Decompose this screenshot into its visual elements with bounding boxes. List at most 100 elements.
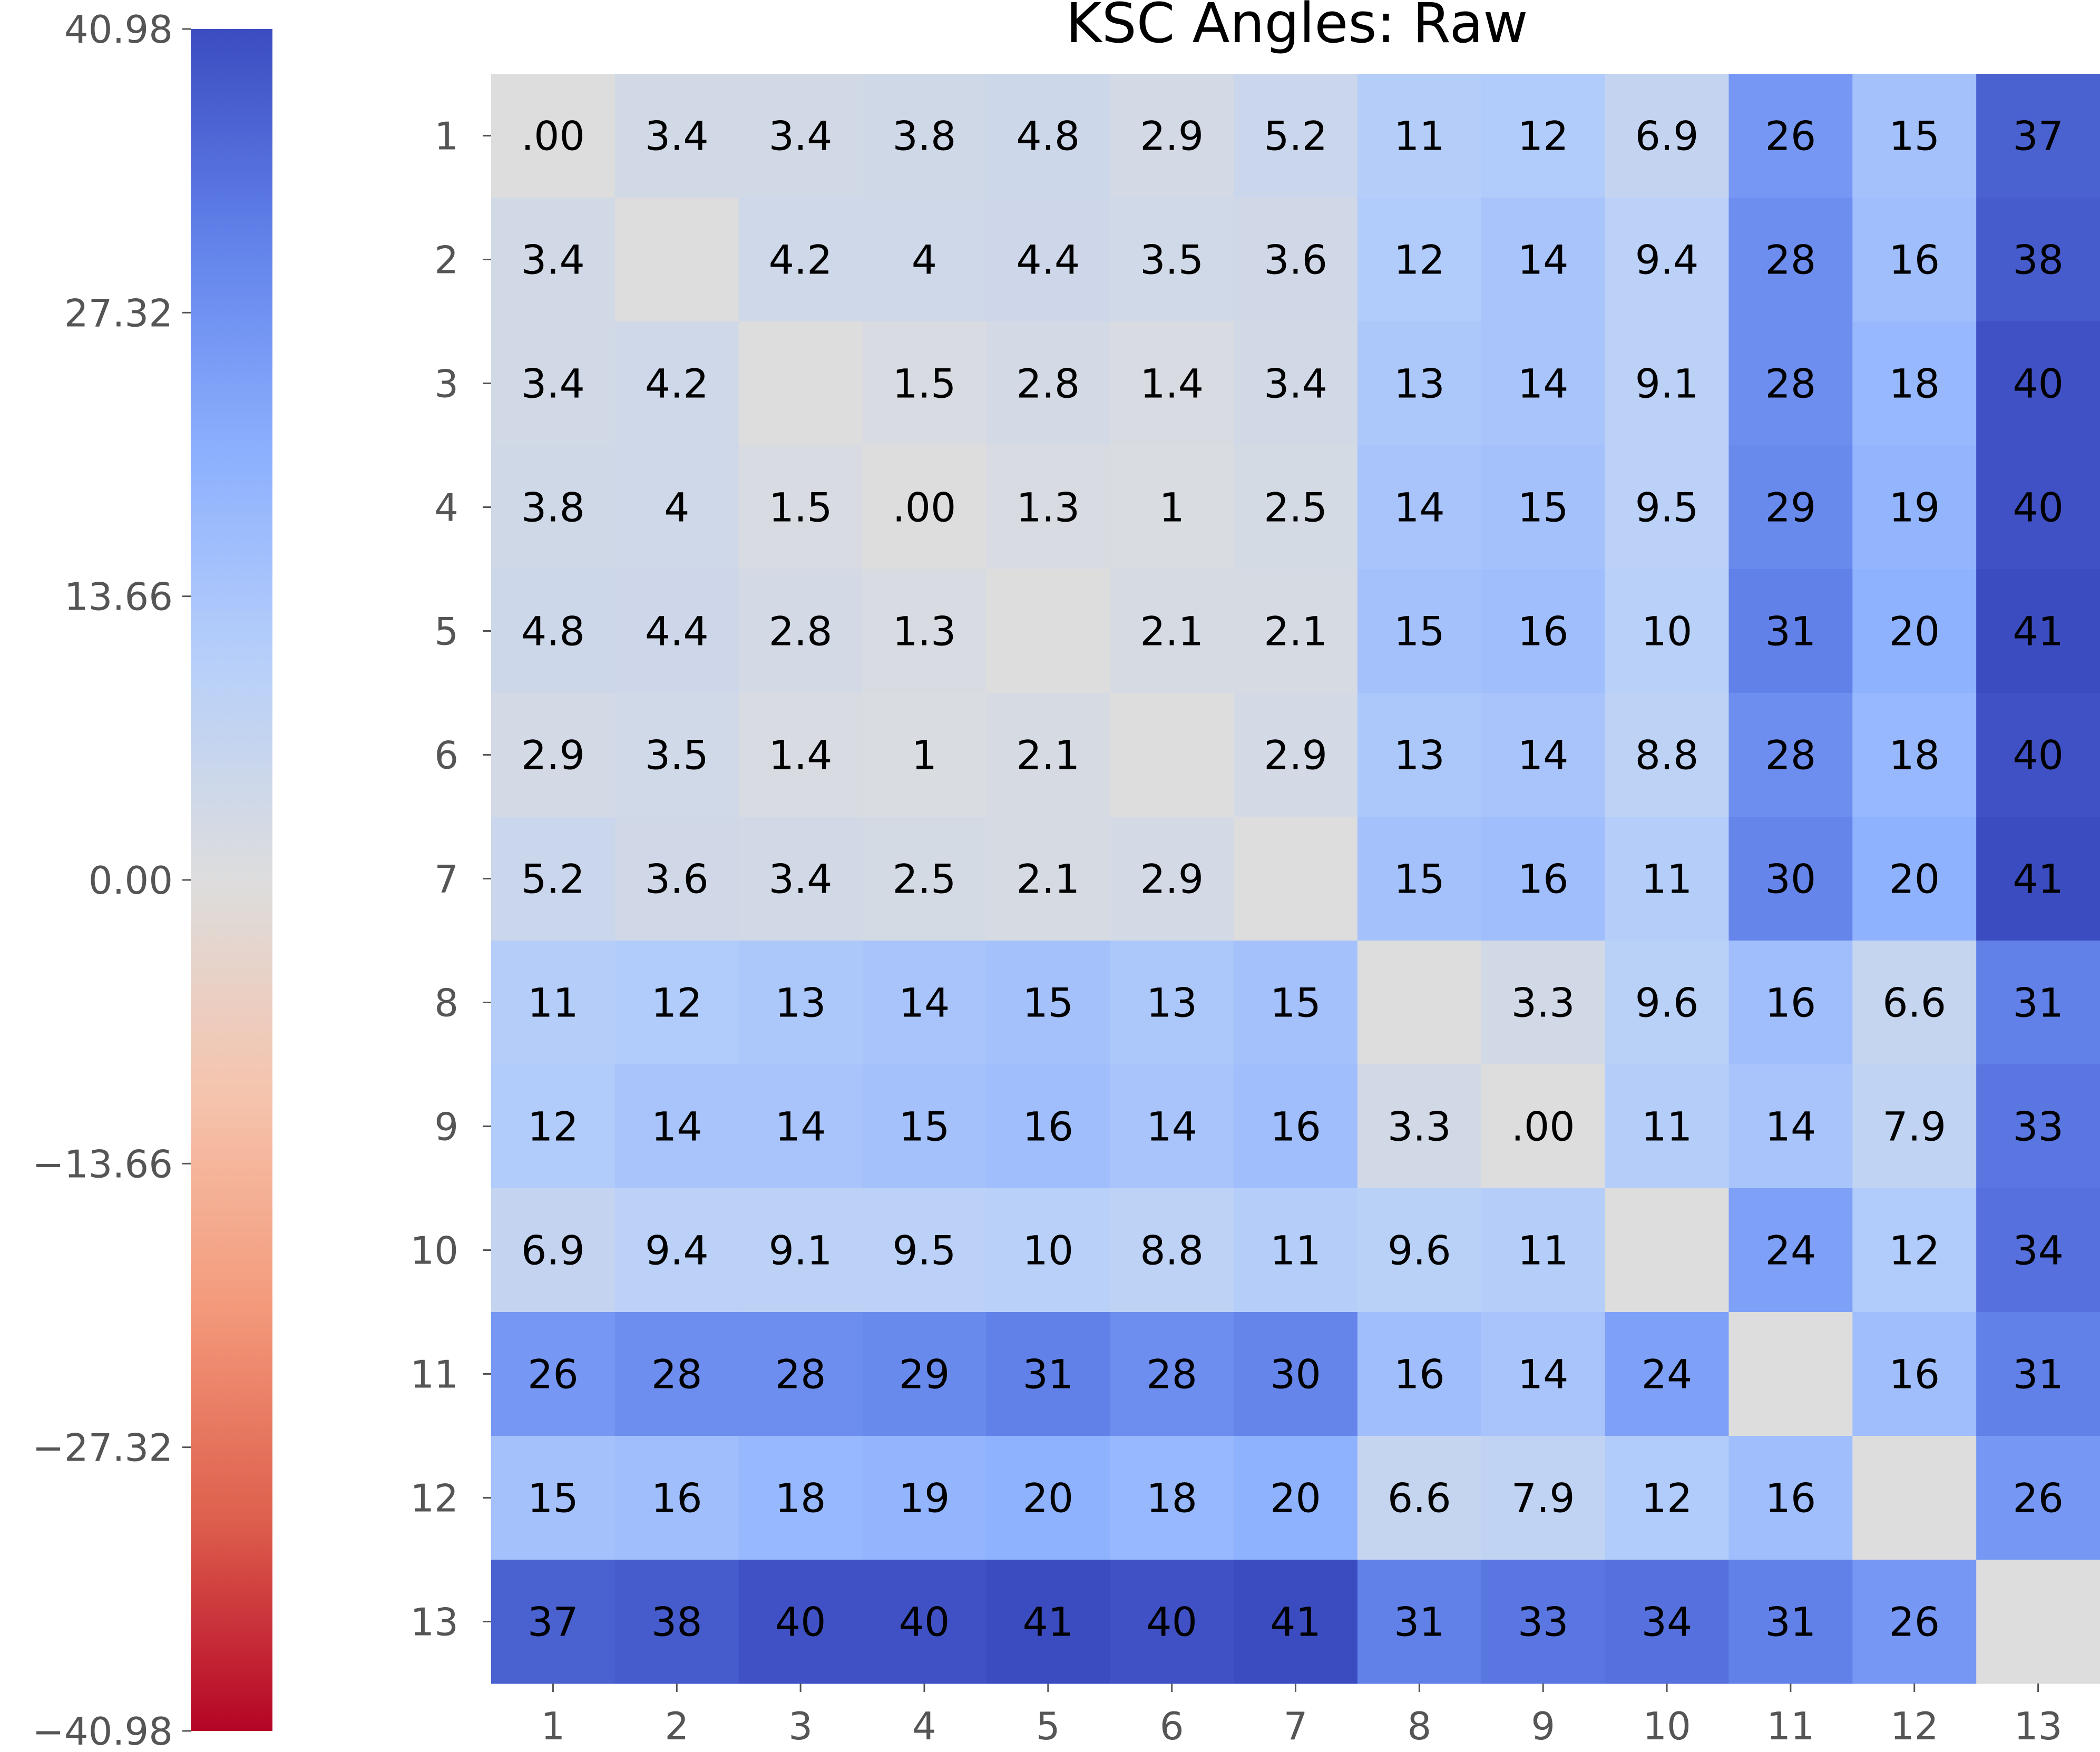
- heatmap-cell: [1605, 569, 1730, 693]
- cell-value-label: 37: [528, 1599, 579, 1646]
- heatmap-cell: [1852, 321, 1977, 446]
- heatmap-cell: [1357, 445, 1482, 570]
- heatmap-cell: [1357, 941, 1482, 1065]
- cell-value-label: 16: [1518, 856, 1569, 903]
- heatmap-cell: [738, 941, 863, 1065]
- heatmap-cell: [1728, 817, 1853, 941]
- cell-value-label: 2.1: [1016, 732, 1080, 779]
- cell-value-label: 1.4: [1140, 360, 1204, 407]
- x-tick-label: 12: [1890, 1704, 1939, 1748]
- heatmap-cell: [491, 941, 616, 1065]
- cell-value-label: 15: [899, 1103, 950, 1150]
- heatmap-cell: [1357, 569, 1482, 693]
- heatmap-cell: [986, 1312, 1110, 1436]
- cell-value-label: 24: [1765, 1227, 1816, 1274]
- heatmap-cell: [1481, 693, 1606, 817]
- cell-value-label: 3.8: [521, 484, 585, 531]
- heatmap-cell: [986, 1436, 1110, 1560]
- heatmap-cell: [1605, 817, 1730, 941]
- heatmap-cell: [738, 1064, 863, 1189]
- x-tick-label: 4: [912, 1704, 936, 1748]
- heatmap-cell: [738, 1188, 863, 1313]
- cell-value-label: 15: [1518, 484, 1569, 531]
- heatmap-cell: [1852, 1560, 1977, 1684]
- cell-value-label: 37: [2013, 113, 2064, 160]
- cell-value-label: 29: [899, 1351, 950, 1398]
- cell-value-label: 15: [1889, 113, 1940, 160]
- heatmap-cell: [986, 74, 1110, 198]
- heatmap-cell: [1481, 74, 1606, 198]
- heatmap-cell: [491, 445, 616, 570]
- cell-value-label: 41: [2013, 856, 2064, 903]
- cell-value-label: 16: [1765, 1475, 1816, 1522]
- cell-value-label: 14: [1146, 1103, 1197, 1150]
- heatmap-cell: [1481, 817, 1606, 941]
- heatmap-cell: [491, 1436, 616, 1560]
- x-tick-label: 9: [1531, 1704, 1555, 1748]
- cell-value-label: 12: [528, 1103, 579, 1150]
- heatmap-cell: [1728, 1436, 1853, 1560]
- heatmap-cell: [1728, 1188, 1853, 1313]
- heatmap-cell: [1605, 321, 1730, 446]
- cell-value-label: 40: [2013, 732, 2064, 779]
- cell-value-label: 30: [1765, 856, 1816, 903]
- cell-value-label: 29: [1765, 484, 1816, 531]
- heatmap-cell: [1976, 941, 2100, 1065]
- x-tick-label: 13: [2014, 1704, 2063, 1748]
- cell-value-label: 38: [651, 1599, 702, 1646]
- cell-value-label: 31: [2013, 1351, 2064, 1398]
- cell-value-label: 28: [775, 1351, 826, 1398]
- cell-value-label: 15: [1022, 980, 1073, 1026]
- cell-value-label: 16: [1022, 1103, 1073, 1150]
- heatmap-cell: [1110, 1188, 1234, 1313]
- heatmap-cell: [1605, 941, 1730, 1065]
- cell-value-label: 9.1: [1635, 360, 1699, 407]
- cell-value-label: 3.6: [1264, 237, 1327, 283]
- cell-value-label: 18: [1889, 360, 1940, 407]
- heatmap-cell: [1728, 941, 1853, 1065]
- heatmap-cell: [1357, 74, 1482, 198]
- heatmap-cell: [986, 693, 1110, 817]
- heatmap-cell: [1110, 1312, 1234, 1436]
- cell-value-label: 19: [1889, 484, 1940, 531]
- cell-value-label: 8.8: [1635, 732, 1699, 779]
- cell-value-label: 18: [775, 1475, 826, 1522]
- heatmap-cell: [1728, 569, 1853, 693]
- cell-value-label: 33: [2013, 1103, 2064, 1150]
- colorbar-tick-label: −40.98: [33, 1709, 173, 1752]
- heatmap-cell: [1976, 569, 2100, 693]
- heatmap-cell: [491, 569, 616, 693]
- heatmap-cell: [1234, 941, 1358, 1065]
- cell-value-label: 14: [899, 980, 950, 1026]
- cell-value-label: 1.4: [769, 732, 833, 779]
- heatmap-cell: [1605, 74, 1730, 198]
- cell-value-label: 2.8: [769, 608, 833, 655]
- y-tick-label: 4: [434, 486, 458, 530]
- x-tick-label: 6: [1160, 1704, 1184, 1748]
- heatmap-cell: [1605, 198, 1730, 322]
- cell-value-label: 12: [1394, 237, 1445, 283]
- x-tick-label: 10: [1643, 1704, 1691, 1748]
- heatmap-cell: [1728, 445, 1853, 570]
- heatmap-cell: [614, 1188, 739, 1313]
- heatmap-cell: [862, 941, 986, 1065]
- cell-value-label: 6.9: [521, 1227, 585, 1274]
- cell-value-label: 14: [1518, 1351, 1569, 1398]
- heatmap-cell: [1234, 569, 1358, 693]
- heatmap-cell: [986, 445, 1110, 570]
- x-tick-label: 7: [1284, 1704, 1308, 1748]
- heatmap-cell: [862, 1560, 986, 1684]
- heatmap-cell: [738, 1560, 863, 1684]
- heatmap-cell: [1357, 198, 1482, 322]
- cell-value-label: 19: [899, 1475, 950, 1522]
- heatmap-cell: [614, 198, 739, 322]
- heatmap-cell: [1852, 445, 1977, 570]
- heatmap-cell: [738, 445, 863, 570]
- heatmap-cell: [1234, 74, 1358, 198]
- y-tick-label: 5: [434, 610, 458, 654]
- cell-value-label: 41: [2013, 608, 2064, 655]
- heatmap-cell: [614, 1064, 739, 1189]
- heatmap-cell: [986, 198, 1110, 322]
- heatmap-cell: [614, 445, 739, 570]
